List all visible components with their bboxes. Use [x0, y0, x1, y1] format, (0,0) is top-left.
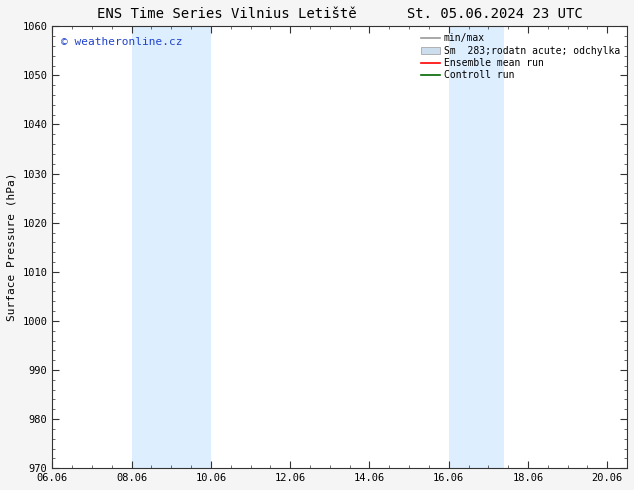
Title: ENS Time Series Vilnius Letiště      St. 05.06.2024 23 UTC: ENS Time Series Vilnius Letiště St. 05.0… — [97, 7, 583, 21]
Text: © weatheronline.cz: © weatheronline.cz — [61, 37, 183, 48]
Y-axis label: Surface Pressure (hPa): Surface Pressure (hPa) — [7, 173, 17, 321]
Legend: min/max, Sm  283;rodatn acute; odchylka, Ensemble mean run, Controll run: min/max, Sm 283;rodatn acute; odchylka, … — [417, 29, 624, 84]
Bar — [132, 26, 211, 468]
Bar — [449, 26, 504, 468]
